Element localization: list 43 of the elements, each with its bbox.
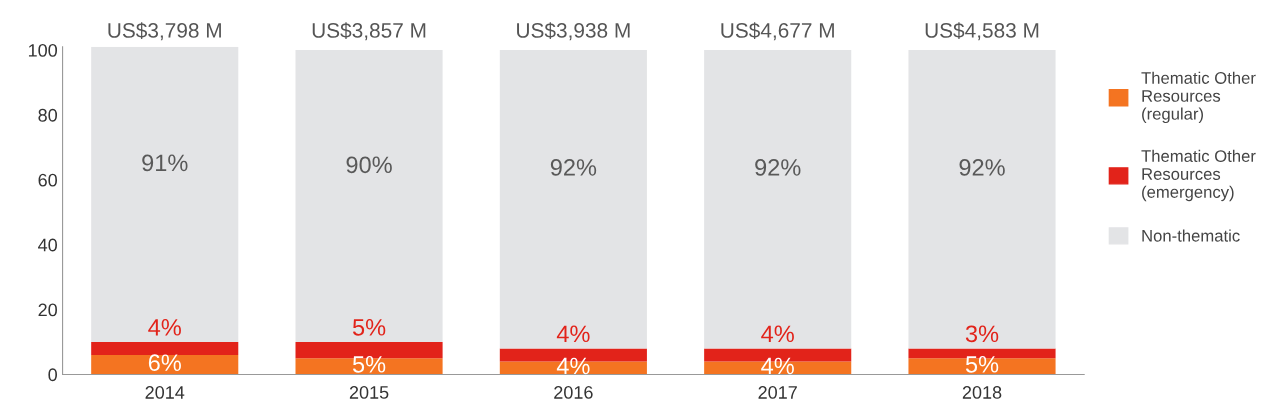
x-tick-label: 2016 xyxy=(554,386,593,399)
data-label: 92% xyxy=(959,159,1005,176)
bar xyxy=(91,342,239,355)
bar xyxy=(499,50,647,349)
total-label: US$4,677 M xyxy=(721,22,834,41)
y-tick-label: 20 xyxy=(38,303,58,317)
data-label: 4% xyxy=(556,357,590,375)
total-label: US$4,583 M xyxy=(925,22,1039,41)
data-label: 6% xyxy=(148,354,181,372)
total-label: US$3,798 M xyxy=(108,22,221,41)
bar xyxy=(91,354,239,375)
data-label: 4% xyxy=(761,357,794,375)
data-label: 5% xyxy=(352,356,386,373)
bar xyxy=(908,50,1056,349)
y-tick-label: 80 xyxy=(38,108,58,122)
y-tick-label: 100 xyxy=(28,43,58,57)
data-label: 5% xyxy=(352,319,386,336)
data-label: 91% xyxy=(142,154,188,172)
data-label: 90% xyxy=(346,156,392,174)
x-tick-label: 2014 xyxy=(145,386,185,399)
y-tick-label: 60 xyxy=(38,173,58,187)
y-tick-label: 0 xyxy=(48,368,58,382)
total-label: US$3,938 M xyxy=(517,22,630,41)
data-label: 92% xyxy=(550,159,597,176)
bar xyxy=(704,50,852,349)
data-label: 4% xyxy=(148,319,181,336)
data-label: 3% xyxy=(965,325,999,343)
bar xyxy=(91,46,239,342)
data-label: 5% xyxy=(965,356,999,373)
bar xyxy=(295,50,443,342)
y-tick-label: 40 xyxy=(38,238,58,252)
data-label: 4% xyxy=(556,325,590,343)
data-label: 4% xyxy=(761,325,794,343)
bar xyxy=(295,358,443,375)
x-tick-label: 2018 xyxy=(962,386,1002,399)
legend-label: Thematic Other Resources (emergency) xyxy=(1141,149,1256,202)
legend-label: Thematic Other Resources (regular) xyxy=(1141,71,1256,124)
data-label: 92% xyxy=(755,159,801,176)
x-tick-label: 2017 xyxy=(758,386,797,399)
total-label: US$3,857 M xyxy=(312,22,426,41)
bar xyxy=(908,358,1056,375)
x-tick-label: 2015 xyxy=(349,386,389,399)
legend-label: Non-thematic xyxy=(1142,229,1240,242)
